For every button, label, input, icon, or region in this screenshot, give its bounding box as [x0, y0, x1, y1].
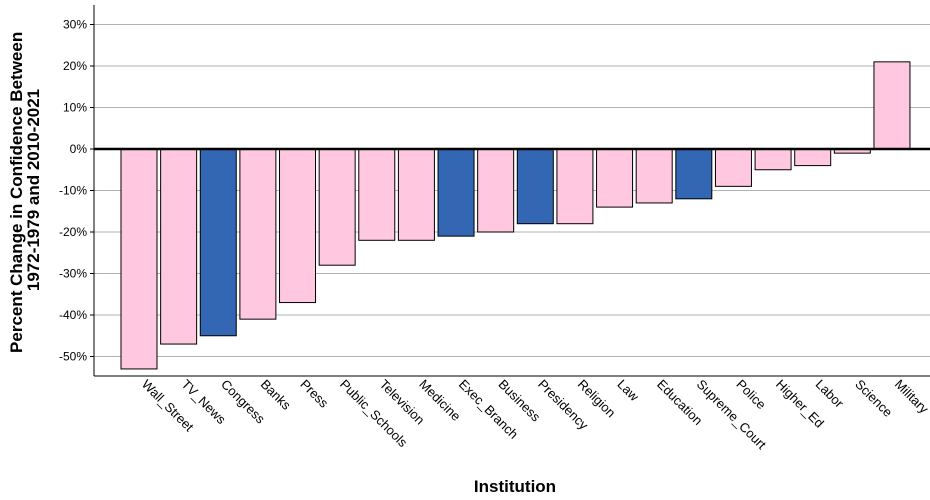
bar-television — [358, 148, 396, 241]
x-tick-label: Science — [852, 377, 895, 420]
y-axis-label: Percent Change in Confidence Between 197… — [7, 27, 43, 353]
x-tick-label: Military — [892, 377, 930, 417]
y-axis-label-line-1: Percent Change in Confidence Between — [7, 32, 26, 353]
bar-police — [714, 148, 752, 187]
x-tick-label: Police — [733, 377, 769, 413]
y-tick-label: -30% — [59, 267, 87, 281]
bars — [120, 61, 911, 370]
bar-medicine — [397, 148, 435, 241]
x-tick-label: Public_Schools — [337, 377, 411, 451]
bar-education — [635, 148, 673, 204]
y-tick-label: 20% — [63, 59, 87, 73]
x-tick-label: Press — [297, 377, 331, 411]
y-tick-labels: 30% 20% 10% 0% -10% -20% -30% -40% -50% — [59, 18, 94, 364]
bar-banks — [239, 148, 277, 320]
x-tick-label: Labor — [813, 377, 848, 412]
bar-congress — [199, 148, 237, 337]
x-axis-label: Institution — [474, 477, 556, 495]
y-tick-label: 30% — [63, 18, 87, 32]
y-tick-label: -50% — [59, 350, 87, 364]
x-tick-label: Law — [614, 377, 642, 405]
bar-military — [873, 61, 911, 150]
bar-press — [279, 148, 317, 304]
bar-presidency — [516, 148, 554, 225]
x-tick-label: Supreme_Court — [694, 377, 770, 453]
x-tick-label: Banks — [258, 377, 295, 414]
y-tick-label: -10% — [59, 184, 87, 198]
y-tick-label: 10% — [63, 101, 87, 115]
bar-labor — [794, 148, 832, 167]
bar-higher-ed — [754, 148, 792, 171]
bar-exec-branch — [437, 148, 475, 237]
bar-tv-news — [160, 148, 198, 345]
y-tick-label: 0% — [70, 142, 88, 156]
bar-public-schools — [318, 148, 356, 266]
y-axis-label-line-2: 1972-1979 and 2010-2021 — [24, 89, 43, 291]
y-tick-label: -40% — [59, 308, 87, 322]
bar-religion — [556, 148, 594, 225]
bar-business — [477, 148, 515, 233]
y-tick-label: -20% — [59, 225, 87, 239]
bar-supreme-court — [675, 148, 713, 200]
bar-law — [596, 148, 634, 208]
bar-wall-street — [120, 148, 158, 370]
